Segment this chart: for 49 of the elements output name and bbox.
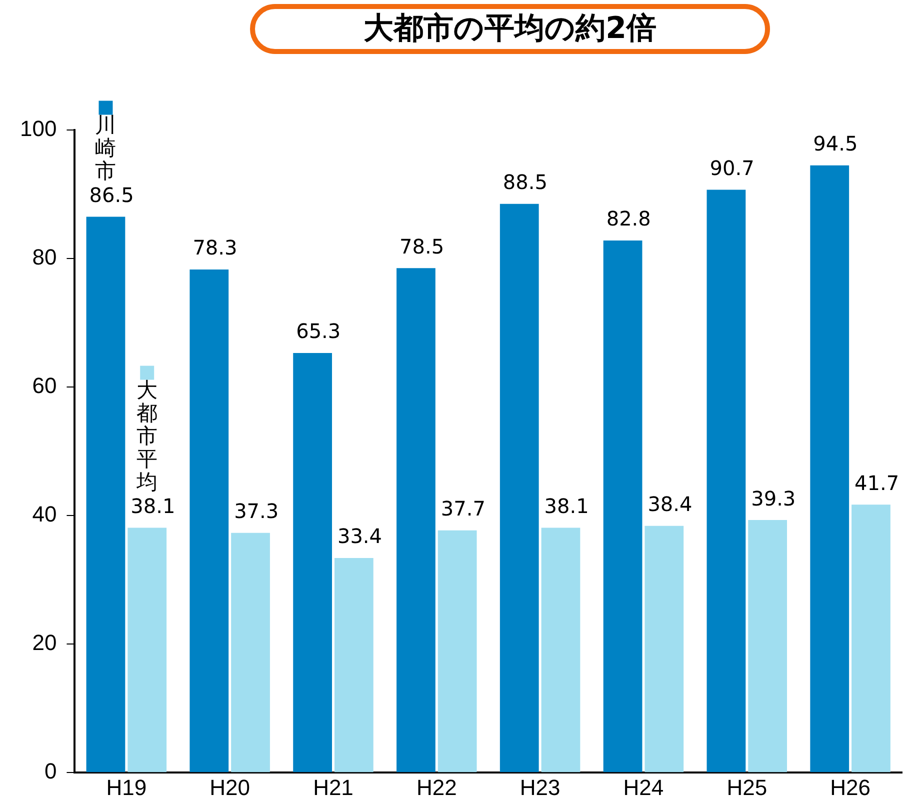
data-label: 78.3 bbox=[192, 236, 238, 260]
data-label: 82.8 bbox=[606, 206, 651, 231]
bar bbox=[603, 240, 642, 772]
bar bbox=[128, 528, 167, 772]
data-label: 38.1 bbox=[130, 494, 176, 518]
bar bbox=[706, 190, 746, 772]
bar bbox=[190, 269, 229, 772]
bar bbox=[541, 528, 580, 772]
text: 大都市の平均の約2倍 bbox=[250, 4, 770, 54]
data-label: 86.5 bbox=[89, 182, 134, 207]
bar bbox=[500, 204, 539, 772]
x-tick-label: H26 bbox=[830, 774, 870, 800]
data-label: 37.7 bbox=[440, 496, 486, 521]
legend-label: 川崎市 bbox=[95, 113, 116, 184]
bar bbox=[293, 352, 332, 772]
x-tick-label: H25 bbox=[726, 774, 768, 800]
x-tick-label: H22 bbox=[416, 774, 457, 800]
data-label: 94.5 bbox=[813, 132, 858, 156]
data-label: 37.3 bbox=[234, 499, 279, 524]
bar bbox=[810, 165, 850, 772]
data-label: 38.1 bbox=[544, 494, 589, 518]
data-label: 65.3 bbox=[296, 319, 341, 344]
y-tick-label: 20 bbox=[32, 630, 57, 656]
data-label: 39.3 bbox=[751, 486, 796, 510]
y-tick-label: 0 bbox=[44, 758, 57, 784]
y-tick-label: 80 bbox=[32, 244, 57, 270]
y-tick-label: 60 bbox=[32, 373, 57, 398]
y-tick-label: 40 bbox=[32, 502, 57, 527]
data-label: 88.5 bbox=[502, 170, 548, 194]
bar bbox=[748, 520, 788, 772]
x-tick-label: H21 bbox=[313, 774, 354, 800]
x-tick-label: H20 bbox=[210, 774, 250, 800]
data-label: 90.7 bbox=[710, 156, 754, 180]
bar bbox=[852, 504, 890, 772]
bar bbox=[396, 268, 436, 772]
x-tick-label: H19 bbox=[106, 774, 147, 800]
data-label: 78.5 bbox=[400, 234, 444, 258]
bar bbox=[231, 532, 270, 772]
data-label: 38.4 bbox=[648, 492, 692, 516]
x-tick-label: H23 bbox=[520, 774, 560, 800]
data-label: 33.4 bbox=[337, 524, 382, 548]
x-tick-label: H24 bbox=[623, 774, 664, 800]
bar bbox=[86, 216, 126, 772]
data-label: 41.7 bbox=[854, 470, 900, 495]
bar bbox=[644, 526, 684, 772]
bar bbox=[334, 558, 374, 772]
y-tick-label: 100 bbox=[20, 116, 57, 142]
bar bbox=[438, 530, 477, 772]
legend-label: 大都市平均 bbox=[136, 378, 158, 494]
